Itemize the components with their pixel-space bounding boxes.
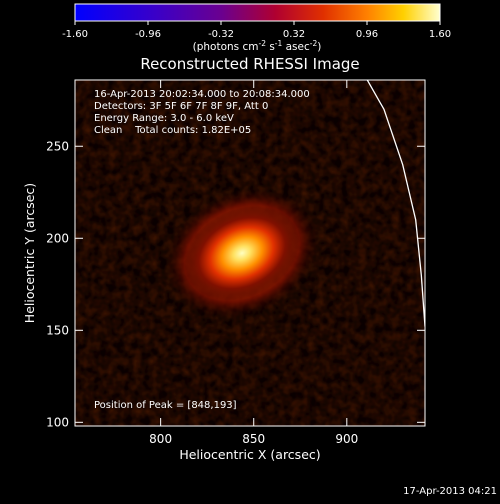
x-tick-label: 800 [149, 432, 172, 446]
solar-limb-curve [366, 80, 425, 327]
y-tick-label: 200 [46, 231, 69, 245]
x-tick-label: 850 [242, 432, 265, 446]
x-axis-label: Heliocentric X (arcsec) [179, 447, 320, 462]
time-range-text: 16-Apr-2013 20:02:34.000 to 20:08:34.000 [94, 89, 310, 100]
y-axis-ticks: 100 150 200 250 [46, 139, 425, 429]
chart-title: Reconstructed RHESSI Image [140, 55, 359, 73]
colorbar-tick-label: -0.32 [208, 29, 234, 40]
x-tick-label: 900 [335, 432, 358, 446]
colorbar-tick-label: 1.60 [429, 29, 451, 40]
y-tick-label: 250 [46, 139, 69, 153]
x-axis-ticks: 800 850 900 [149, 80, 358, 446]
colorbar-tick-label: -0.96 [135, 29, 161, 40]
y-tick-label: 100 [46, 415, 69, 429]
energy-range-text: Energy Range: 3.0 - 6.0 keV [94, 113, 234, 124]
y-axis-label: Heliocentric Y (arcsec) [22, 183, 37, 323]
peak-position-text: Position of Peak = [848,193] [94, 400, 237, 411]
y-tick-label: 150 [46, 323, 69, 337]
plot-frame [74, 79, 426, 427]
flare-source-core [184, 205, 300, 301]
colorbar-tick-label: 0.96 [356, 29, 378, 40]
generation-date: 17-Apr-2013 04:21 [403, 486, 497, 497]
colorbar-tick-label: -1.60 [62, 29, 88, 40]
colorbar-tick-label: 0.32 [283, 29, 305, 40]
colorbar-ticks: -1.60 -0.96 -0.32 0.32 0.96 1.60 [62, 21, 451, 40]
detectors-text: Detectors: 3F 5F 6F 7F 8F 9F, Att 0 [94, 101, 268, 112]
clean-counts-text: Clean Total counts: 1.82E+05 [94, 125, 251, 136]
colorbar-unit-label: (photons cm-2 s-1 asec-2) [193, 39, 322, 53]
colorbar [74, 3, 441, 22]
